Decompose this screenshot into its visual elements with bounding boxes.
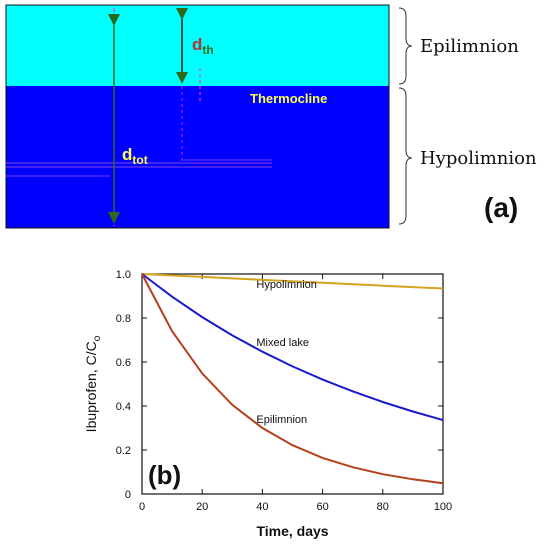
hypolimnion-brace: [398, 87, 413, 225]
x-axis-label: Time, days: [256, 523, 328, 539]
x-tick-label: 40: [256, 501, 268, 513]
plot-frame: [141, 273, 444, 495]
x-tick-label: 80: [377, 501, 389, 513]
ibuprofen-chart: 0 20 40 60 80 100 0 0.2 0.4 0.6 0.8 1.0 Hypolimnion…: [0, 252, 544, 550]
series-annotation: Hypolimnion: [256, 279, 317, 291]
x-tick-label: 60: [316, 501, 328, 513]
panel-b-label: (b): [148, 460, 181, 490]
epilimnion-brace: [398, 7, 413, 85]
series-annotation: Mixed lake: [256, 337, 309, 349]
hypolimnion-label: Hypolimnion: [420, 148, 537, 169]
y-axis-label: Ibuprofen, C/Co: [83, 335, 103, 432]
y-tick-label: 0.6: [116, 357, 131, 369]
thermocline-label: Thermocline: [250, 91, 327, 106]
series-line-epilimnion: [141, 273, 444, 485]
lake-diagram-svg: dth dtot Thermocline: [5, 4, 413, 229]
x-tick-label: 100: [434, 501, 452, 513]
series-annotation: Epilimnion: [256, 414, 307, 426]
series-group: [141, 273, 444, 485]
series-line-hypolimnion: [141, 273, 444, 290]
annotation-group: Hypolimnion Mixed lake Epilimnion: [256, 279, 317, 426]
panel-a-label: (a): [484, 192, 519, 223]
ibuprofen-chart-svg: 0 20 40 60 80 100 0 0.2 0.4 0.6 0.8 1.0 Hypolimnion…: [83, 269, 452, 539]
d-th-label: dth: [192, 35, 214, 57]
y-tick-label: 0.2: [116, 445, 131, 457]
x-tick-label: 20: [196, 501, 208, 513]
y-tick-label: 1.0: [116, 269, 131, 281]
y-tick-label: 0.8: [116, 313, 131, 325]
d-tot-label: dtot: [122, 145, 148, 167]
y-tick-label: 0.4: [116, 401, 131, 413]
y-tick-label: 0: [125, 489, 131, 501]
epilimnion-label: Epilimnion: [420, 36, 519, 57]
hypolimnion-layer: [6, 86, 389, 228]
lake-diagram: dth dtot Thermocline Epilimnion Hypolimn…: [0, 0, 544, 240]
epilimnion-layer: [6, 5, 389, 86]
x-tick-label: 0: [139, 501, 145, 513]
lake-outline: [5, 4, 390, 229]
series-line-mixed-lake: [141, 273, 444, 422]
axis-ticks: 0 20 40 60 80 100 0 0.2 0.4 0.6 0.8 1.0: [116, 269, 452, 513]
